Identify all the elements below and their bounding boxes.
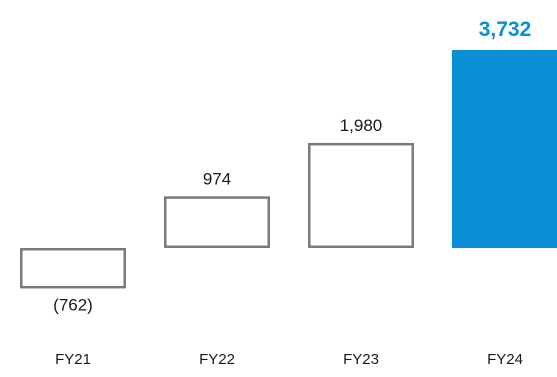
category-label-fy24: FY24 [487,351,523,368]
bar-fy24 [452,50,557,248]
bar-fy21 [20,248,126,289]
value-label-fy24: 3,732 [479,18,532,41]
value-label-fy22: 974 [203,169,231,188]
category-label-fy22: FY22 [199,351,235,368]
category-labels-layer: FY21 FY22 FY23 FY24 [55,351,523,368]
bars-layer [20,50,557,289]
category-label-fy21: FY21 [55,351,91,368]
value-label-fy23: 1,980 [340,116,383,135]
value-label-fy21: (762) [53,295,93,314]
bar-fy22 [164,196,270,248]
value-labels-layer: (762) 974 1,980 3,732 [53,18,531,314]
bar-fy23 [308,142,414,248]
category-label-fy23: FY23 [343,351,379,368]
